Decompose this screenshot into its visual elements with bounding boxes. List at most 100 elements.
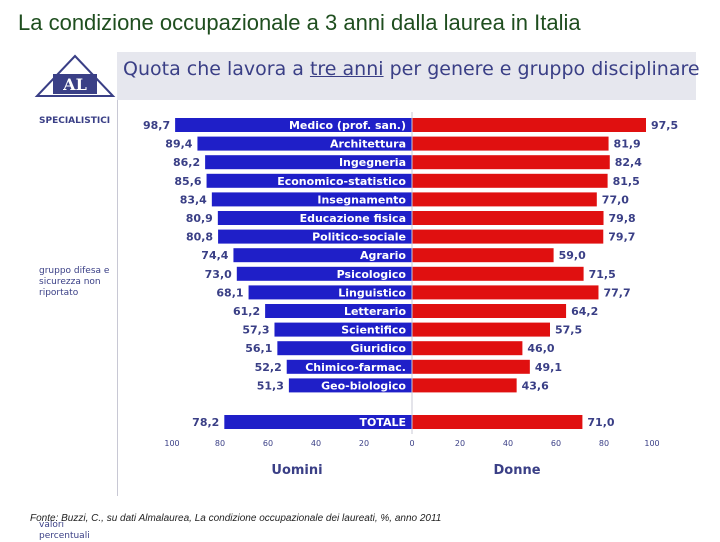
value-label-men-totale: 78,2: [192, 416, 219, 429]
value-label-women-totale: 71,0: [587, 416, 614, 429]
value-label-men-9: 68,1: [216, 286, 243, 299]
tick-label-women-4: 100: [644, 439, 659, 448]
value-label-men-5: 80,9: [186, 212, 213, 225]
bar-men-5: [217, 211, 412, 225]
value-label-men-2: 86,2: [173, 156, 200, 169]
bar-men-7: [233, 248, 412, 263]
value-label-women-9: 77,7: [603, 286, 630, 299]
category-label-12: Giuridico: [350, 342, 406, 355]
bar-women-9: [412, 285, 599, 300]
source-note: Fonte: Buzzi, C., su dati Almalaurea, La…: [30, 513, 442, 524]
bar-women-6: [412, 229, 604, 244]
category-label-5: Educazione fisica: [300, 212, 406, 225]
bar-men-13: [286, 359, 412, 374]
category-label-14: Geo-biologico: [321, 379, 406, 392]
tick-label-men-0: 100: [164, 439, 179, 448]
bar-women-totale: [412, 415, 583, 429]
bar-men-6: [218, 229, 412, 244]
header-title-part-2: per genere e gruppo disciplinare: [383, 58, 700, 80]
bar-women-12: [412, 341, 523, 356]
side-nota: gruppo difesa e sicurezza non riportato: [39, 266, 110, 298]
value-label-women-6: 79,7: [608, 231, 635, 244]
bar-men-14: [288, 378, 412, 393]
value-label-women-14: 43,6: [522, 379, 549, 392]
bar-men-4: [211, 192, 412, 207]
value-label-men-11: 57,3: [242, 324, 269, 337]
value-label-women-11: 57,5: [555, 324, 582, 337]
bar-men-12: [277, 341, 412, 356]
value-label-women-13: 49,1: [535, 361, 562, 374]
almalaurea-logo: AL: [33, 52, 117, 100]
category-label-4: Insegnamento: [317, 193, 406, 206]
x-axis-label-women: Donne: [493, 463, 540, 478]
bar-men-1: [197, 136, 412, 151]
value-label-women-12: 46,0: [527, 342, 554, 355]
category-label-13: Chimico-farmac.: [305, 361, 406, 374]
category-label-8: Psicologico: [337, 268, 407, 281]
tick-label-men-1: 80: [215, 439, 225, 448]
value-label-women-0: 97,5: [651, 119, 678, 132]
bar-women-7: [412, 248, 554, 263]
value-label-men-13: 52,2: [255, 361, 282, 374]
header-title-part-1: Quota che lavora a: [123, 58, 310, 80]
value-label-women-3: 81,5: [613, 175, 640, 188]
x-axis-label-men: Uomini: [271, 463, 322, 478]
value-label-women-10: 64,2: [571, 305, 598, 318]
tick-label-women-0: 20: [455, 439, 465, 448]
tick-label-men-2: 60: [263, 439, 273, 448]
bar-women-0: [412, 118, 646, 132]
side-valori: valori percentuali: [39, 520, 90, 541]
value-label-women-1: 81,9: [614, 138, 641, 151]
value-label-women-8: 71,5: [589, 268, 616, 281]
value-label-men-1: 89,4: [165, 138, 192, 151]
tick-label-women-2: 60: [551, 439, 561, 448]
value-label-men-12: 56,1: [245, 342, 272, 355]
category-label-11: Scientifico: [341, 324, 406, 337]
chart-header: Quota che lavora a tre anni per genere e…: [33, 52, 700, 100]
category-label-totale: TOTALE: [359, 416, 406, 429]
category-label-3: Economico-statistico: [277, 175, 406, 188]
bar-men-11: [274, 322, 412, 337]
bar-women-13: [412, 359, 530, 374]
tick-label-women-1: 40: [503, 439, 513, 448]
tick-label-men-4: 20: [359, 439, 369, 448]
side-specialistici: SPECIALISTICI: [39, 116, 111, 126]
value-label-men-3: 85,6: [174, 175, 201, 188]
value-label-men-4: 83,4: [180, 193, 207, 206]
bar-men-10: [265, 304, 412, 318]
value-label-men-10: 61,2: [233, 305, 260, 318]
bar-men-totale: [224, 415, 412, 429]
tick-label-men-3: 40: [311, 439, 321, 448]
bar-women-14: [412, 378, 517, 393]
bar-women-5: [412, 211, 604, 225]
value-label-women-5: 79,8: [609, 212, 636, 225]
bar-men-2: [205, 155, 412, 170]
category-label-9: Linguistico: [338, 286, 406, 299]
value-label-women-7: 59,0: [559, 249, 586, 262]
bar-women-11: [412, 322, 550, 337]
category-label-1: Architettura: [330, 138, 406, 151]
bar-women-1: [412, 136, 609, 151]
chart-header-title: Quota che lavora a tre anni per genere e…: [123, 58, 700, 80]
category-label-10: Letterario: [344, 305, 406, 318]
tick-label-men-5: 0: [409, 439, 414, 448]
bar-men-8: [236, 266, 412, 281]
tick-label-women-3: 80: [599, 439, 609, 448]
bar-women-10: [412, 304, 567, 318]
bar-men-3: [206, 173, 412, 188]
category-label-0: Medico (prof. san.): [289, 119, 406, 132]
bar-women-4: [412, 192, 597, 207]
bar-women-8: [412, 266, 584, 281]
bar-women-3: [412, 173, 608, 188]
category-label-6: Politico-sociale: [312, 231, 406, 244]
bar-men-0: [175, 118, 412, 132]
side-column: [33, 100, 118, 496]
value-label-women-4: 77,0: [602, 193, 629, 206]
header-title-underlined: tre anni: [309, 58, 384, 80]
value-label-men-7: 74,4: [201, 249, 228, 262]
value-label-men-8: 73,0: [205, 268, 232, 281]
value-label-men-0: 98,7: [143, 119, 170, 132]
value-label-men-14: 51,3: [257, 379, 284, 392]
category-label-7: Agrario: [360, 249, 406, 262]
